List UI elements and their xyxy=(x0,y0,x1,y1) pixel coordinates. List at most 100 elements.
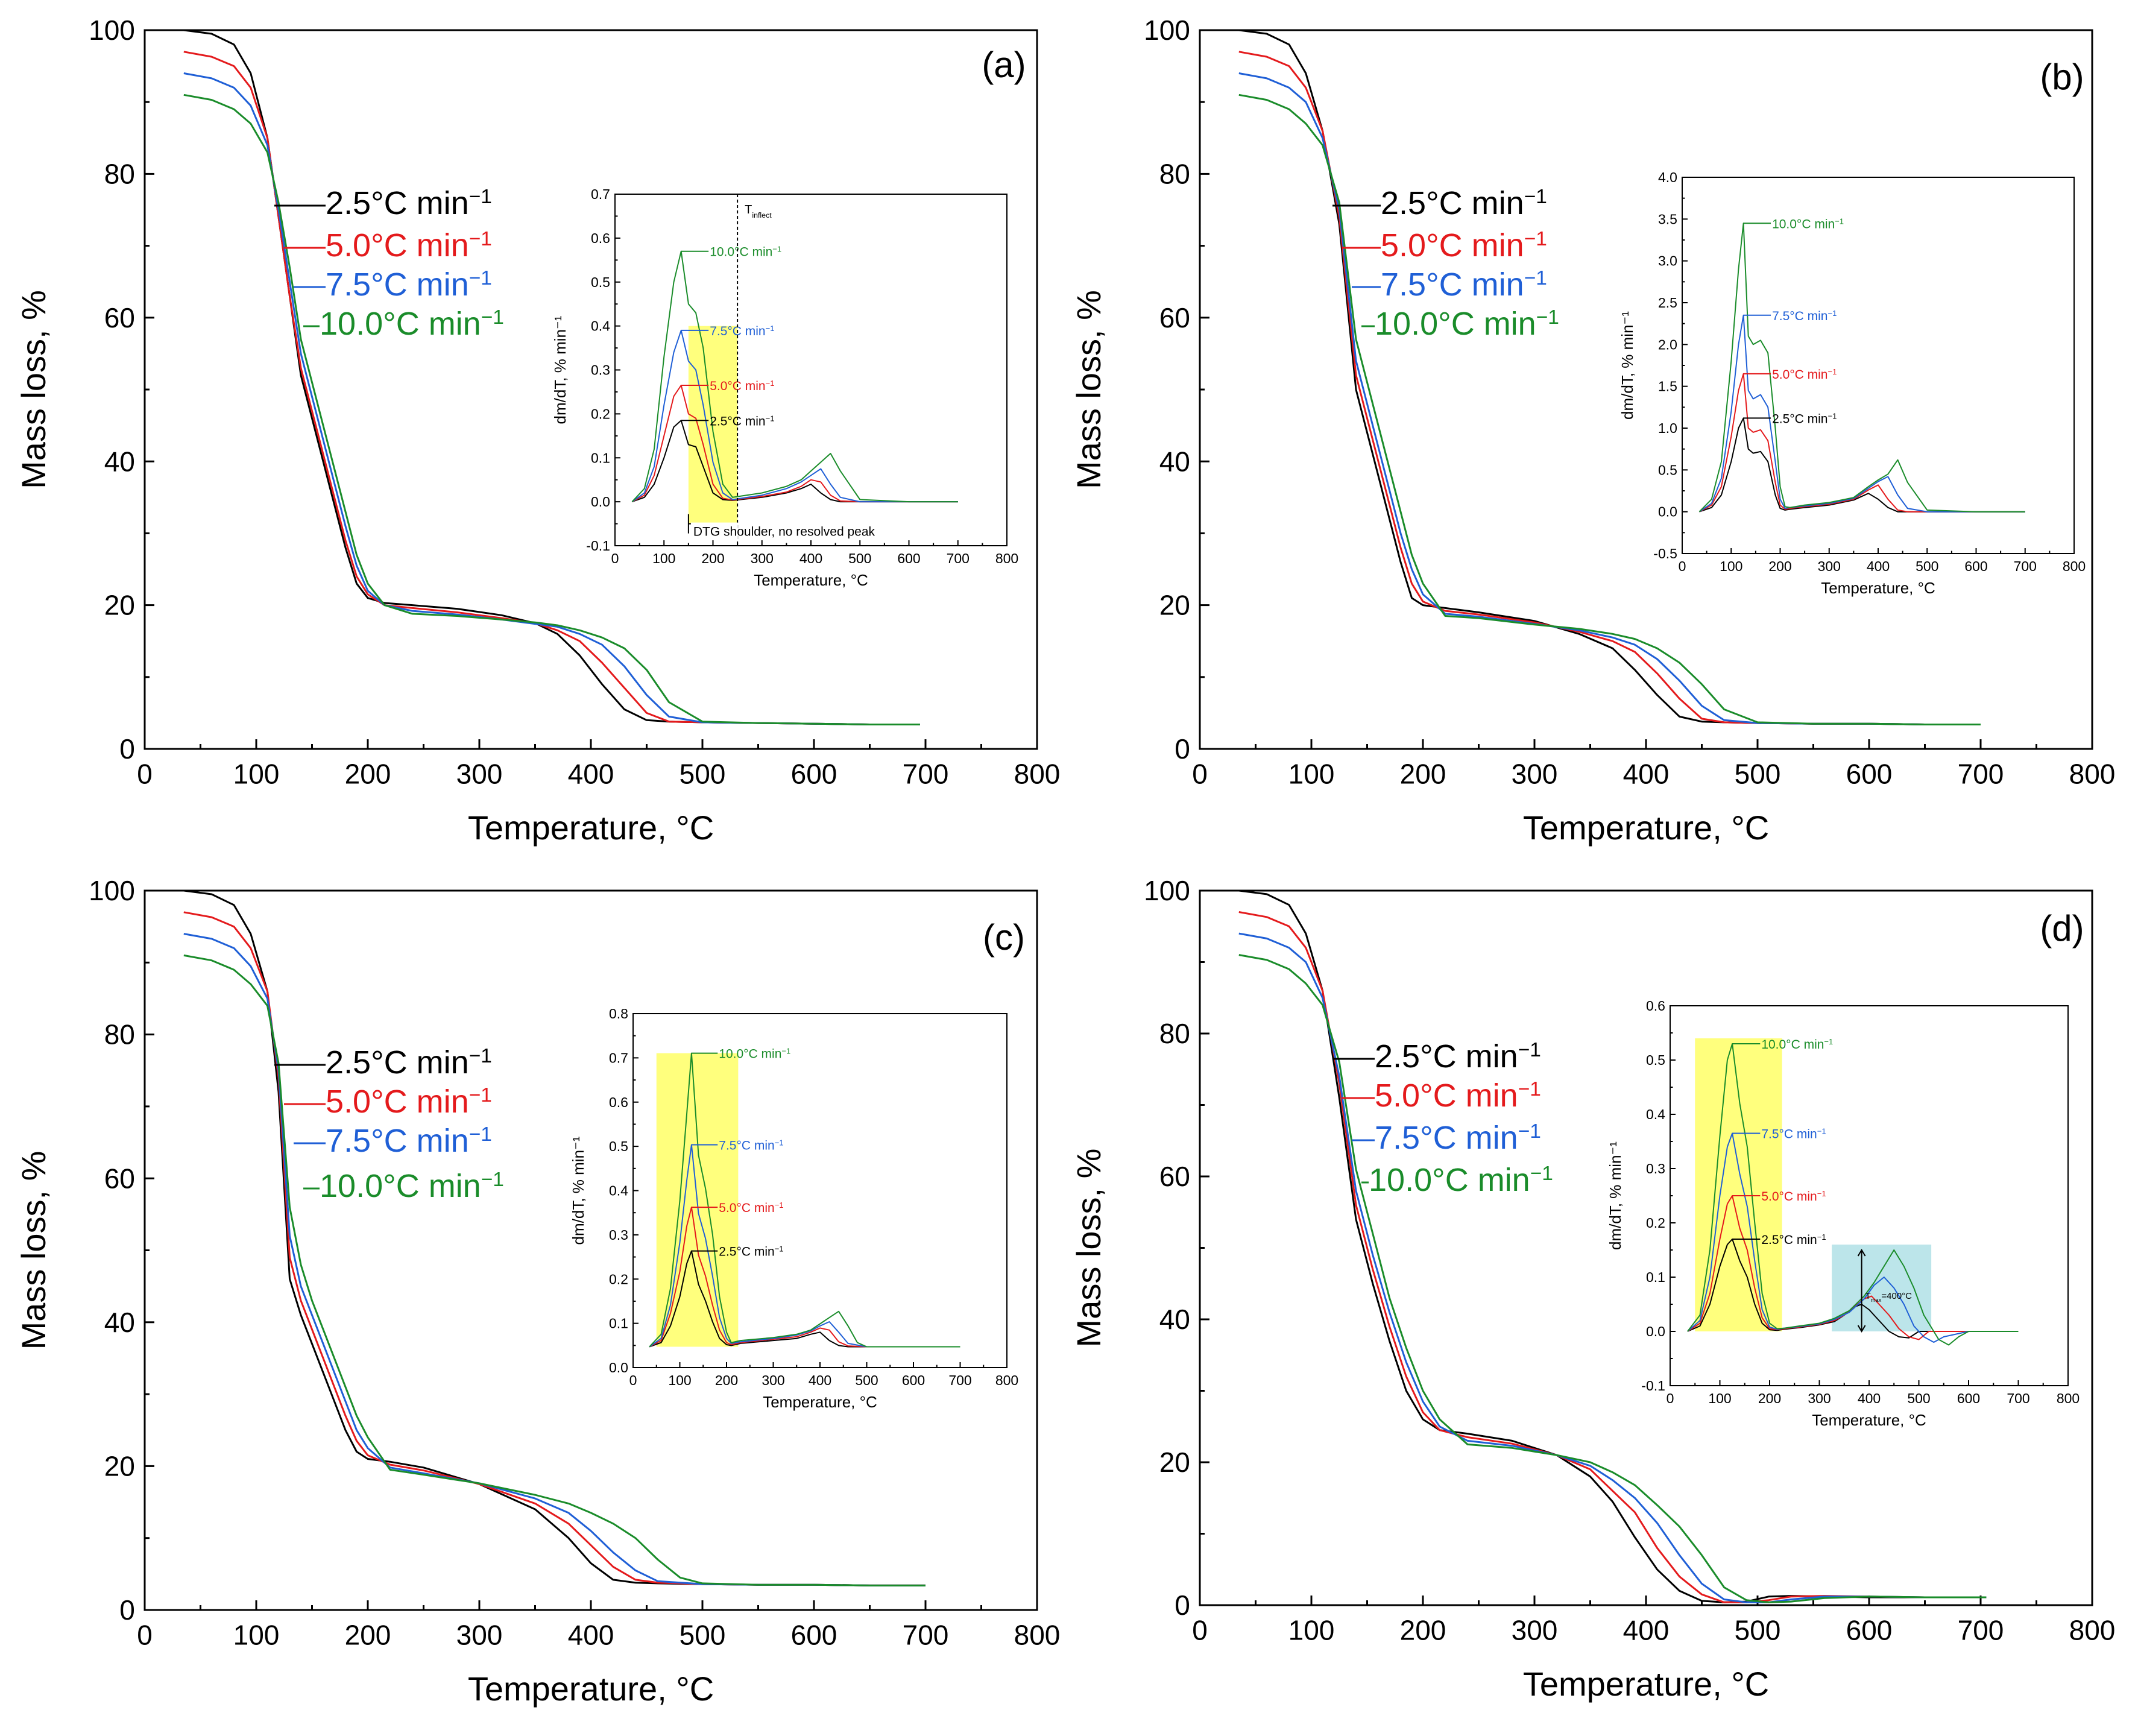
main-ytick-label: 20 xyxy=(104,590,135,621)
inset-xtick-label: 800 xyxy=(995,1372,1018,1388)
inset-ytick-label: 3.0 xyxy=(1658,253,1677,269)
inset-series-line-1 xyxy=(631,385,958,503)
inset-xtick-label: 200 xyxy=(715,1372,738,1388)
inset-dtg: 0 100 200 300 400 500 600 700 800 -0.1 0.0 0.1 0.2 0.… xyxy=(1606,998,2080,1429)
inset-ytick-label: 1.0 xyxy=(1658,420,1677,436)
main-xlabel: Temperature, °C xyxy=(1523,809,1769,847)
inset-highlight xyxy=(1695,1038,1782,1331)
inset-xtick-label: 700 xyxy=(2014,558,2037,574)
main-xtick-label: 400 xyxy=(568,1620,614,1651)
inset-ytick-label: 0.7 xyxy=(591,186,610,202)
inset-xtick-label: 0 xyxy=(1679,558,1686,574)
main-ytick-label: 100 xyxy=(1144,875,1190,906)
inset-xlabel: Temperature, °C xyxy=(763,1393,877,1411)
main-ytick-label: 100 xyxy=(89,14,135,46)
main-series-line-3 xyxy=(183,954,926,1586)
inset-ytick-label: 0.3 xyxy=(1646,1161,1665,1176)
main-ytick-label: 80 xyxy=(1159,159,1190,190)
inset-ytick-label: 0.8 xyxy=(609,1006,628,1021)
inset-series-line-2 xyxy=(649,1144,960,1348)
inset-ytick-label: 0.5 xyxy=(609,1138,628,1154)
main-ylabel: Mass loss, % xyxy=(14,1151,52,1350)
inset-series-line-2 xyxy=(1698,314,2025,513)
panel-b: 0 100 200 300 400 500 600 700 800 0 20 40 60 80 100 Tem… xyxy=(1070,14,2115,847)
main-ytick-label: 60 xyxy=(104,1163,135,1194)
inset-xtick-label: 700 xyxy=(2007,1390,2029,1406)
inset-series-label: 7.5°C min−1 xyxy=(1772,308,1837,323)
inset-series-line-3 xyxy=(1687,1043,2019,1346)
inset-ytick-label: -0.5 xyxy=(1653,546,1677,561)
inset-ytick-label: 0.7 xyxy=(609,1050,628,1065)
main-ytick-label: 100 xyxy=(1144,14,1190,46)
main-ytick-label: 0 xyxy=(119,733,135,765)
main-ylabel: Mass loss, % xyxy=(1070,290,1108,489)
main-xlabel: Temperature, °C xyxy=(468,1670,714,1708)
inset-ytick-label: 0.0 xyxy=(591,494,610,510)
main-ytick-label: 80 xyxy=(104,1019,135,1050)
inset-ytick-label: 2.0 xyxy=(1658,336,1677,352)
main-xtick-label: 100 xyxy=(1288,759,1335,790)
inset-xtick-label: 500 xyxy=(848,551,871,566)
main-ytick-label: 20 xyxy=(104,1451,135,1482)
panel-d: 0 100 200 300 400 500 600 700 800 0 20 40 60 80 100 Tem… xyxy=(1070,875,2115,1703)
inset-series-label: 7.5°C min−1 xyxy=(710,323,774,338)
inset-series-line-3 xyxy=(631,250,958,503)
inset-tmax-arrows xyxy=(1857,1249,1866,1333)
inset-xtick-label: 0 xyxy=(1667,1390,1674,1406)
inset-ytick-label: 0.1 xyxy=(591,450,610,466)
panel-label: (a) xyxy=(982,45,1026,85)
main-xtick-label: 600 xyxy=(791,759,837,790)
main-series-line-2 xyxy=(183,72,920,725)
legend-label: 2.5°C min−1 xyxy=(1375,1038,1541,1075)
main-xtick-label: 300 xyxy=(1512,759,1558,790)
inset-ylabel: dm/dT, % min⁻¹ xyxy=(1606,1141,1624,1250)
legend-label: 5.0°C min−1 xyxy=(326,1084,492,1120)
inset-xtick-label: 300 xyxy=(1818,558,1841,574)
inset-series-line-2 xyxy=(631,329,958,503)
inset-dtg: 0 100 200 300 400 500 600 700 800 -0.1 0.0 0.1 0.2 0.… xyxy=(551,186,1018,589)
inset-xtick-label: 700 xyxy=(948,1372,971,1388)
main-xtick-label: 100 xyxy=(1288,1615,1335,1646)
main-xtick-label: 200 xyxy=(345,759,391,790)
inset-xtick-label: 800 xyxy=(995,551,1018,566)
inset-xtick-label: 400 xyxy=(809,1372,831,1388)
main-xtick-label: 200 xyxy=(1400,759,1446,790)
main-ytick-label: 20 xyxy=(1159,590,1190,621)
main-xtick-label: 100 xyxy=(233,1620,280,1651)
inset-xlabel: Temperature, °C xyxy=(754,571,868,589)
inset-series-label: 7.5°C min−1 xyxy=(719,1138,783,1153)
inset-series-label: 5.0°C min−1 xyxy=(719,1201,783,1216)
inset-ytick-label: 0.0 xyxy=(609,1360,628,1375)
main-ytick-label: 40 xyxy=(104,446,135,477)
inset-xtick-label: 300 xyxy=(751,551,774,566)
main-xtick-label: 600 xyxy=(1846,1615,1893,1646)
main-xtick-label: 800 xyxy=(1014,1620,1061,1651)
inset-highlight-secondary xyxy=(1832,1245,1932,1331)
inset-xtick-label: 100 xyxy=(1708,1390,1731,1406)
main-xtick-label: 100 xyxy=(233,759,280,790)
inset-ytick-label: 0.1 xyxy=(609,1316,628,1331)
inset-xtick-label: 200 xyxy=(1758,1390,1781,1406)
inset-bg xyxy=(1682,177,2074,554)
inset-ytick-label: 0.4 xyxy=(1646,1106,1665,1122)
inset-series-line-0 xyxy=(649,1250,960,1348)
inset-xtick-label: 0 xyxy=(629,1372,637,1388)
inset-ytick-label: 0.0 xyxy=(1658,504,1677,520)
main-ylabel: Mass loss, % xyxy=(14,290,52,489)
legend-label: 10.0°C min−1 xyxy=(320,306,504,342)
inset-series-line-0 xyxy=(1699,417,2025,513)
inset-xtick-label: 400 xyxy=(1867,558,1890,574)
main-xtick-label: 200 xyxy=(1400,1615,1446,1646)
main-series-line-3 xyxy=(1238,93,1981,725)
inset-ytick-label: 0.2 xyxy=(1646,1215,1665,1231)
inset-series-label: 2.5°C min−1 xyxy=(1761,1233,1826,1248)
main-ytick-label: 80 xyxy=(104,159,135,190)
inset-ytick-label: 0.5 xyxy=(1646,1052,1665,1068)
inset-xtick-label: 500 xyxy=(1907,1390,1930,1406)
main-ytick-label: 0 xyxy=(1175,1589,1190,1621)
main-xtick-label: 700 xyxy=(1958,759,2004,790)
inset-series-label: 10.0°C min−1 xyxy=(719,1046,790,1061)
inset-xtick-label: 200 xyxy=(1768,558,1791,574)
inset-ylabel: dm/dT, % min⁻¹ xyxy=(569,1136,587,1245)
main-xtick-label: 500 xyxy=(1735,759,1781,790)
